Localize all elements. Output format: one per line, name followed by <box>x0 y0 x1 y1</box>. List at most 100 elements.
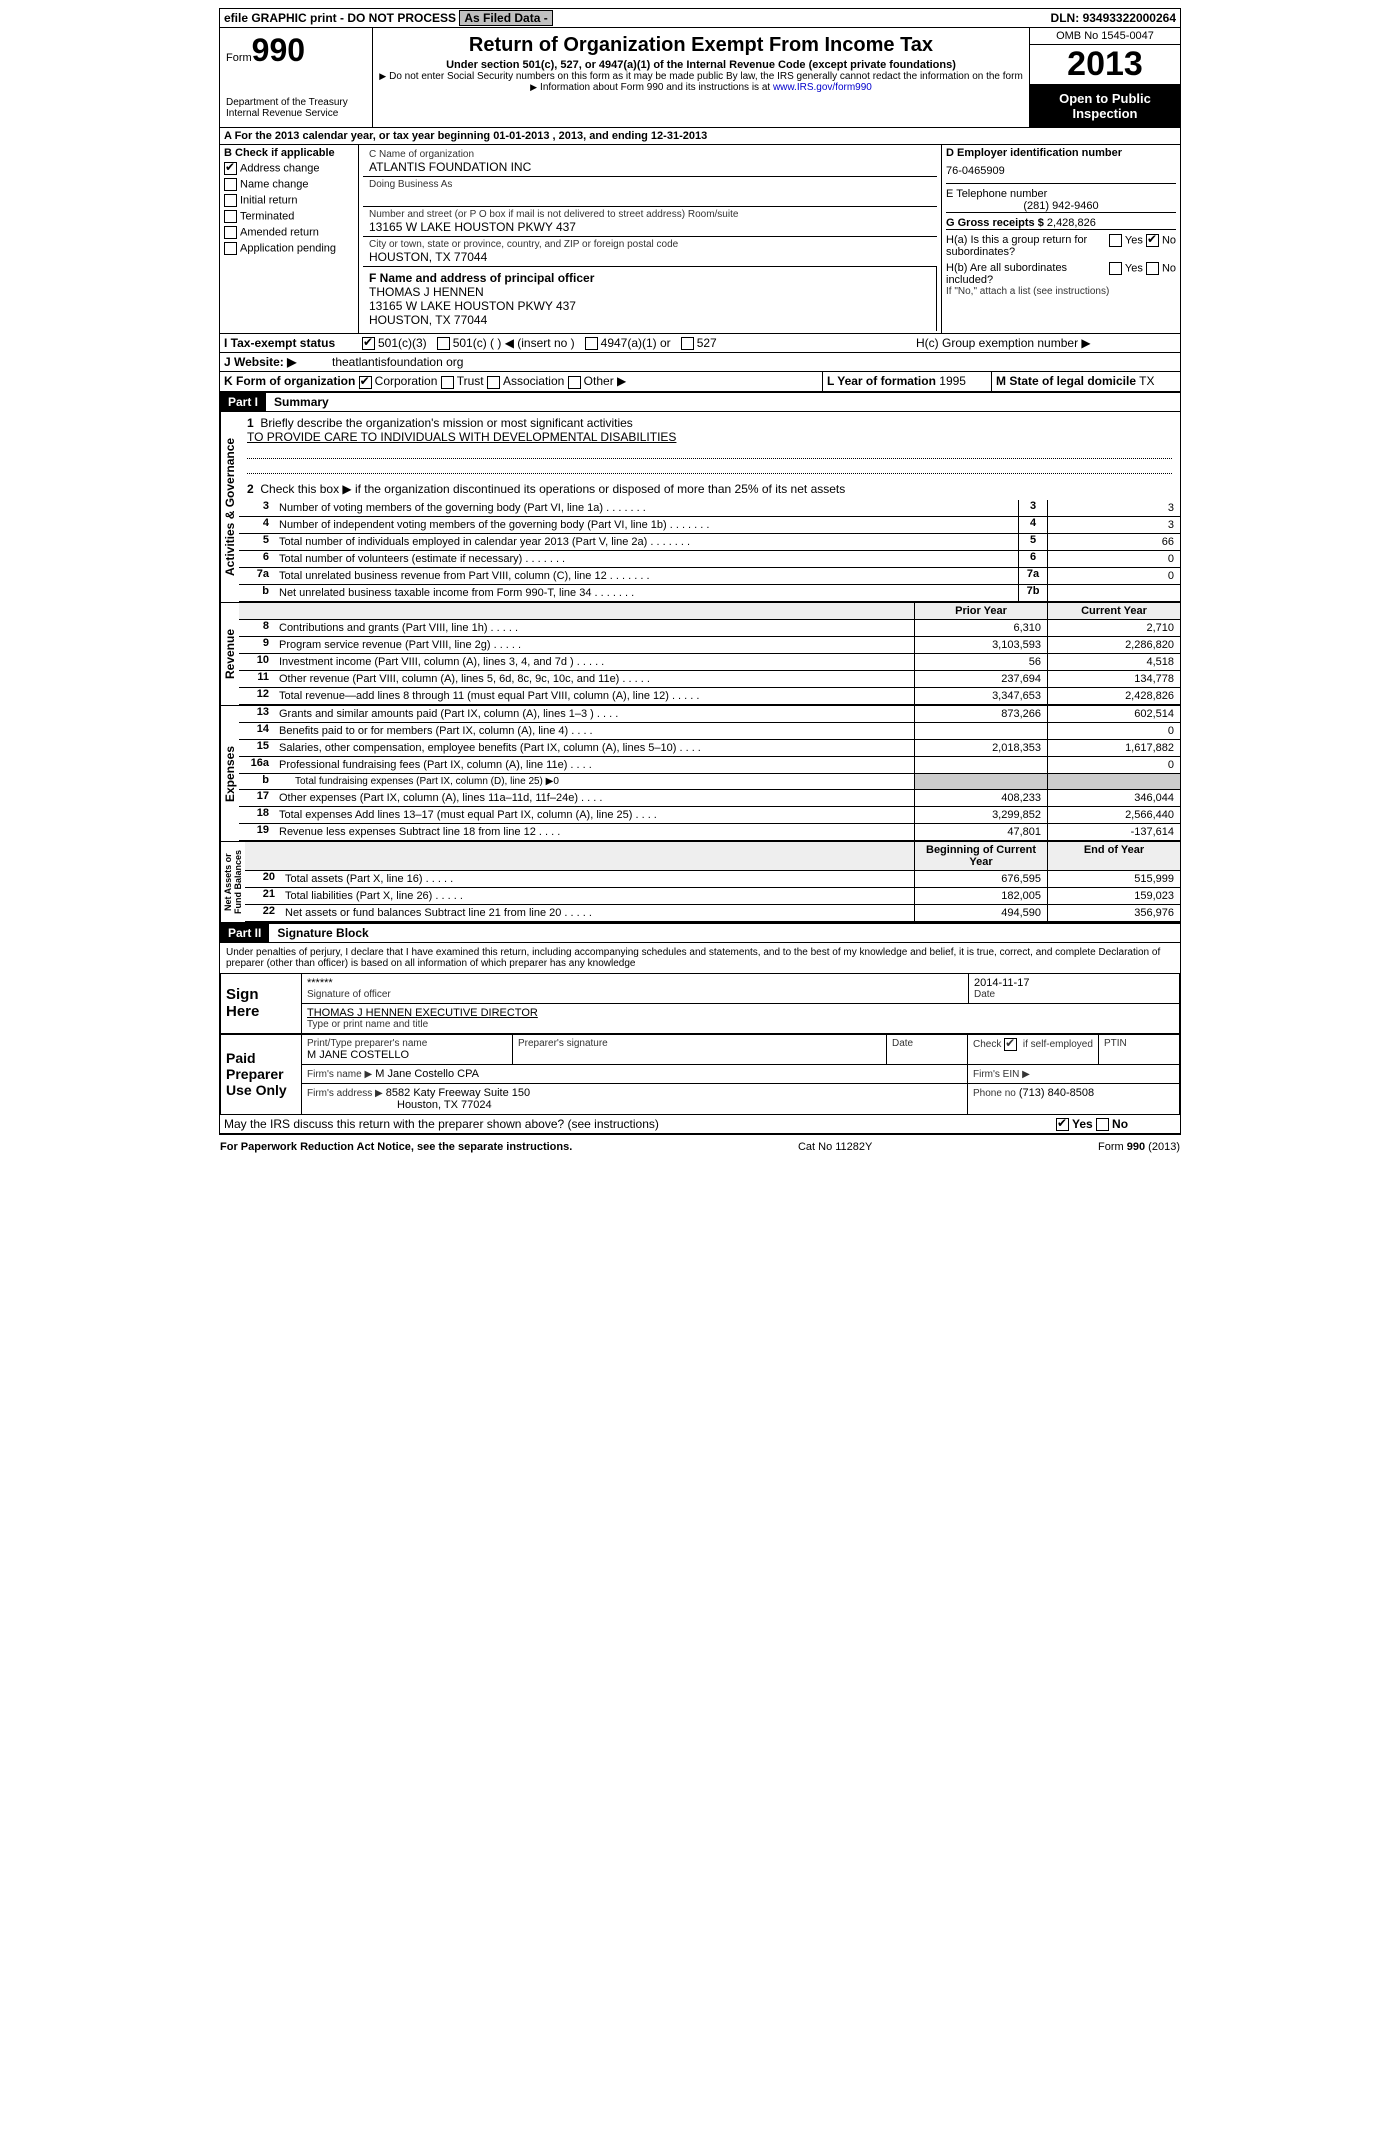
line-l-label: L Year of formation <box>827 374 936 388</box>
print-name-label: Type or print name and title <box>307 1019 1174 1030</box>
4947-checkbox[interactable] <box>585 337 598 350</box>
form-subtitle: Under section 501(c), 527, or 4947(a)(1)… <box>379 59 1023 71</box>
firm-phone: (713) 840-8508 <box>1019 1087 1094 1099</box>
part-ii-label: Part II <box>220 924 269 942</box>
firm-addr-label: Firm's address ▶ <box>307 1088 383 1099</box>
open-inspection: Open to Public Inspection <box>1030 85 1180 127</box>
dln-label: DLN: <box>1051 11 1080 25</box>
part-i-title: Summary <box>266 393 337 411</box>
hb-yes-checkbox[interactable] <box>1109 262 1122 275</box>
line-i-label: I Tax-exempt status <box>220 334 358 352</box>
q1-label: Briefly describe the organization's miss… <box>260 416 632 430</box>
phone-value: (281) 942-9460 <box>946 200 1176 212</box>
officer-addr1: 13165 W LAKE HOUSTON PKWY 437 <box>369 299 930 313</box>
omb-number: OMB No 1545-0047 <box>1030 28 1180 45</box>
section-b-label: B Check if applicable <box>224 147 354 159</box>
corp-checkbox[interactable] <box>359 376 372 389</box>
form-header: Form990 Department of the Treasury Inter… <box>220 28 1180 128</box>
part-ii-title: Signature Block <box>269 924 376 942</box>
checkbox-amended-return[interactable] <box>224 226 237 239</box>
sign-here-label: Sign Here <box>221 973 302 1033</box>
city-state-zip: HOUSTON, TX 77044 <box>369 250 931 264</box>
gross-label: G Gross receipts $ <box>946 217 1044 229</box>
irs-label: Internal Revenue Service <box>226 108 366 119</box>
hb-label: H(b) Are all subordinates included? <box>946 262 1109 286</box>
ein-value: 76-0465909 <box>946 159 1176 183</box>
preparer-name: M JANE COSTELLO <box>307 1049 507 1061</box>
paid-preparer-block: Paid Preparer Use Only Print/Type prepar… <box>220 1034 1180 1115</box>
efile-label: efile GRAPHIC print - DO NOT PROCESS <box>224 11 456 25</box>
prep-date-label: Date <box>892 1038 962 1049</box>
org-name: ATLANTIS FOUNDATION INC <box>369 160 931 174</box>
expenses-label: Expenses <box>220 706 239 841</box>
officer-label: F Name and address of principal officer <box>369 271 930 285</box>
website-value: theatlantisfoundation org <box>328 353 1180 371</box>
irs-link[interactable]: www.IRS.gov/form990 <box>773 82 872 93</box>
other-checkbox[interactable] <box>568 376 581 389</box>
paperwork-notice: For Paperwork Reduction Act Notice, see … <box>220 1141 572 1153</box>
street-address: 13165 W LAKE HOUSTON PKWY 437 <box>369 220 931 234</box>
sign-date: 2014-11-17 <box>974 977 1174 989</box>
state-domicile: TX <box>1139 374 1154 388</box>
gross-value: 2,428,826 <box>1047 217 1096 229</box>
part-i-label: Part I <box>220 393 266 411</box>
mission-text: TO PROVIDE CARE TO INDIVIDUALS WITH DEVE… <box>247 430 676 444</box>
org-name-label: C Name of organization <box>369 149 931 160</box>
form-990: efile GRAPHIC print - DO NOT PROCESS As … <box>219 8 1181 1135</box>
line-j-label: J Website: ▶ <box>220 353 328 371</box>
addr-label: Number and street (or P O box if mail is… <box>369 209 931 220</box>
section-b: B Check if applicable Address changeName… <box>220 145 359 333</box>
firm-addr2: Houston, TX 77024 <box>397 1099 492 1111</box>
signature-block: Sign Here ****** Signature of officer 20… <box>220 973 1180 1034</box>
checkbox-application-pending[interactable] <box>224 242 237 255</box>
discuss-question: May the IRS discuss this return with the… <box>220 1115 1052 1133</box>
assoc-checkbox[interactable] <box>487 376 500 389</box>
checkbox-name-change[interactable] <box>224 178 237 191</box>
tax-year: 2013 <box>1030 45 1180 85</box>
phone-label: E Telephone number <box>946 188 1176 200</box>
sig-label: Signature of officer <box>307 989 963 1000</box>
cat-no: Cat No 11282Y <box>798 1141 872 1153</box>
trust-checkbox[interactable] <box>441 376 454 389</box>
begin-year-header: Beginning of Current Year <box>914 842 1047 870</box>
ptin-label: PTIN <box>1104 1038 1174 1049</box>
activities-gov-label: Activities & Governance <box>220 412 239 602</box>
officer-name: THOMAS J HENNEN <box>369 285 930 299</box>
checkbox-initial-return[interactable] <box>224 194 237 207</box>
527-checkbox[interactable] <box>681 337 694 350</box>
info-note: Information about Form 990 and its instr… <box>530 82 773 93</box>
discuss-no-checkbox[interactable] <box>1096 1118 1109 1131</box>
section-d-g: D Employer identification number 76-0465… <box>941 145 1180 333</box>
form-footer: Form 990 (2013) <box>1098 1141 1180 1153</box>
line-m-label: M State of legal domicile <box>996 374 1136 388</box>
q2-label: Check this box ▶ if the organization dis… <box>260 482 845 496</box>
self-employed-checkbox[interactable] <box>1004 1038 1017 1051</box>
paid-preparer-label: Paid Preparer Use Only <box>221 1034 302 1114</box>
line-a: A For the 2013 calendar year, or tax yea… <box>220 128 711 144</box>
ha-yes-checkbox[interactable] <box>1109 234 1122 247</box>
501c-checkbox[interactable] <box>437 337 450 350</box>
city-label: City or town, state or province, country… <box>369 239 931 250</box>
officer-signature: ****** <box>307 977 963 989</box>
firm-name: M Jane Costello CPA <box>375 1068 479 1080</box>
ssn-note: Do not enter Social Security numbers on … <box>379 71 1023 82</box>
501c3-checkbox[interactable] <box>362 337 375 350</box>
prep-sig-label: Preparer's signature <box>518 1038 881 1049</box>
treasury-dept: Department of the Treasury <box>226 97 366 108</box>
ha-label: H(a) Is this a group return for subordin… <box>946 234 1109 258</box>
officer-addr2: HOUSTON, TX 77044 <box>369 313 930 327</box>
hb-note: If "No," attach a list (see instructions… <box>946 286 1176 297</box>
line-k-label: K Form of organization <box>224 374 355 388</box>
date-label: Date <box>974 989 1174 1000</box>
discuss-yes-checkbox[interactable] <box>1056 1118 1069 1131</box>
net-assets-label: Net Assets orFund Balances <box>220 842 245 922</box>
ha-no-checkbox[interactable] <box>1146 234 1159 247</box>
firm-phone-label: Phone no <box>973 1088 1016 1099</box>
officer-print-name: THOMAS J HENNEN EXECUTIVE DIRECTOR <box>307 1007 1174 1019</box>
perjury-statement: Under penalties of perjury, I declare th… <box>220 943 1180 973</box>
hb-no-checkbox[interactable] <box>1146 262 1159 275</box>
checkbox-terminated[interactable] <box>224 210 237 223</box>
current-year-header: Current Year <box>1047 603 1180 619</box>
revenue-label: Revenue <box>220 603 239 705</box>
checkbox-address-change[interactable] <box>224 162 237 175</box>
